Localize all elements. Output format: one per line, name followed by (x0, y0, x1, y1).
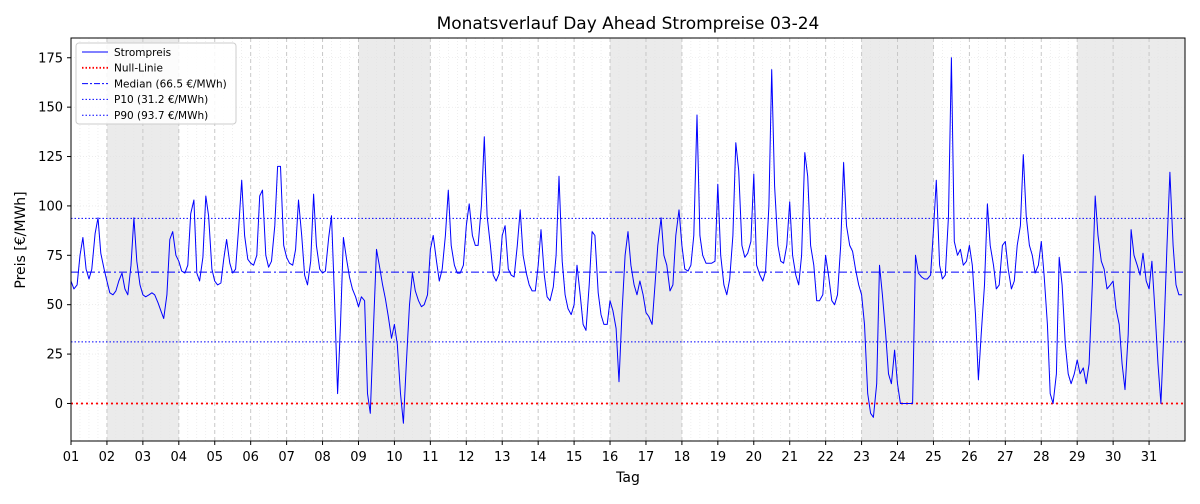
x-tick-label: 25 (925, 450, 942, 465)
y-tick-label: 125 (38, 150, 63, 165)
y-tick-label: 75 (46, 249, 63, 264)
x-tick-label: 18 (674, 450, 691, 465)
legend-label-zero: Null-Linie (114, 63, 163, 75)
x-tick-label: 20 (746, 450, 763, 465)
x-tick-label: 14 (530, 450, 547, 465)
x-tick-label: 15 (566, 450, 583, 465)
x-tick-label: 22 (817, 450, 834, 465)
x-tick-label: 19 (710, 450, 727, 465)
x-tick-label: 09 (350, 450, 367, 465)
reference-lines (71, 217, 1185, 405)
legend-label-price: Strompreis (114, 47, 171, 59)
y-tick-label: 100 (38, 199, 63, 214)
y-tick-label: 50 (46, 298, 63, 313)
x-tick-label: 08 (314, 450, 331, 465)
x-tick-label: 12 (458, 450, 475, 465)
series-layer (70, 57, 1183, 424)
chart-title: Monatsverlauf Day Ahead Strompreise 03-2… (437, 14, 820, 34)
x-tick-label: 06 (242, 450, 259, 465)
x-tick-label: 27 (997, 450, 1014, 465)
weekend-band (861, 38, 934, 441)
x-tick-label: 30 (1105, 450, 1122, 465)
grid-lines (70, 38, 1186, 441)
weekend-band (610, 38, 682, 441)
legend-label-median: Median (66.5 €/MWh) (114, 78, 227, 90)
y-tick-label: 0 (55, 397, 63, 412)
x-tick-label: 31 (1141, 450, 1158, 465)
x-tick-label: 02 (99, 450, 116, 465)
y-tick-label: 175 (38, 51, 63, 66)
y-axis-label: Preis [€/MWh] (13, 191, 29, 288)
x-tick-label: 10 (386, 450, 403, 465)
x-tick-label: 17 (638, 450, 655, 465)
x-tick-label: 13 (494, 450, 511, 465)
legend-label-p10: P10 (31.2 €/MWh) (114, 94, 208, 106)
x-tick-label: 21 (781, 450, 798, 465)
plot-frame (70, 37, 1186, 442)
x-tick-label: 11 (422, 450, 439, 465)
y-axis: 0 25 50 75 100 125 150 175 (38, 51, 71, 412)
x-tick-label: 23 (853, 450, 870, 465)
y-tick-label: 25 (46, 348, 63, 363)
x-axis-label: Tag (615, 470, 640, 486)
x-tick-label: 16 (602, 450, 619, 465)
x-tick-label: 01 (63, 450, 80, 465)
x-tick-label: 26 (961, 450, 978, 465)
legend-label-p90: P90 (93.7 €/MWh) (114, 110, 208, 122)
x-tick-label: 04 (171, 450, 188, 465)
x-tick-label: 29 (1069, 450, 1086, 465)
x-tick-label: 24 (889, 450, 906, 465)
x-axis: 01 02 03 04 05 06 07 08 09 10 11 12 13 14 15 16 17 18 19 20… (63, 441, 1158, 465)
legend-box (75, 42, 237, 125)
x-tick-label: 28 (1033, 450, 1050, 465)
weekend-band (358, 38, 431, 441)
price-series-line (70, 57, 1183, 424)
x-tick-label: 03 (135, 450, 152, 465)
y-tick-label: 150 (38, 101, 63, 116)
x-tick-label: 05 (206, 450, 223, 465)
x-tick-label: 07 (278, 450, 295, 465)
legend: Strompreis Null-Linie Median (66.5 €/MWh) P… (75, 42, 237, 125)
